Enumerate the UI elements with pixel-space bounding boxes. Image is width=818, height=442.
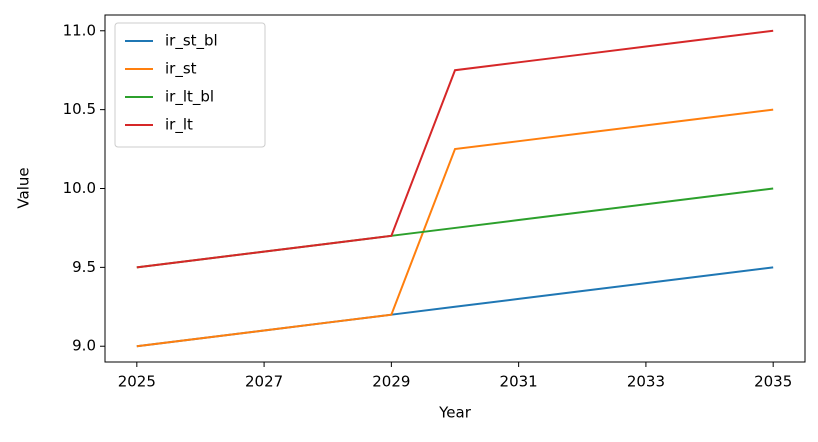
legend-label: ir_st [165,60,197,79]
y-axis-label: Value [15,167,33,208]
x-tick-label: 2025 [118,373,156,391]
legend-label: ir_lt [165,116,193,135]
x-tick-label: 2031 [500,373,538,391]
legend: ir_st_bl ir_st ir_lt_bl ir_lt [114,22,266,148]
x-tick-label: 2027 [245,373,283,391]
legend-label: ir_st_bl [165,32,218,51]
y-tick-label: 9.5 [72,258,96,276]
y-tick-label: 10.0 [63,179,96,197]
x-tick-label: 2035 [754,373,792,391]
y-tick-label: 11.0 [63,21,96,39]
line-series [136,29,774,269]
line-series [136,108,774,348]
y-tick-label: 10.5 [63,100,96,118]
x-tick-label: 2029 [372,373,410,391]
x-axis-label: Year [438,404,472,422]
legend-box [114,22,266,148]
x-tick-label: 2033 [627,373,665,391]
legend-label: ir_lt_bl [165,88,214,107]
plot-frame [104,14,806,363]
y-tick-label: 9.0 [72,337,96,355]
